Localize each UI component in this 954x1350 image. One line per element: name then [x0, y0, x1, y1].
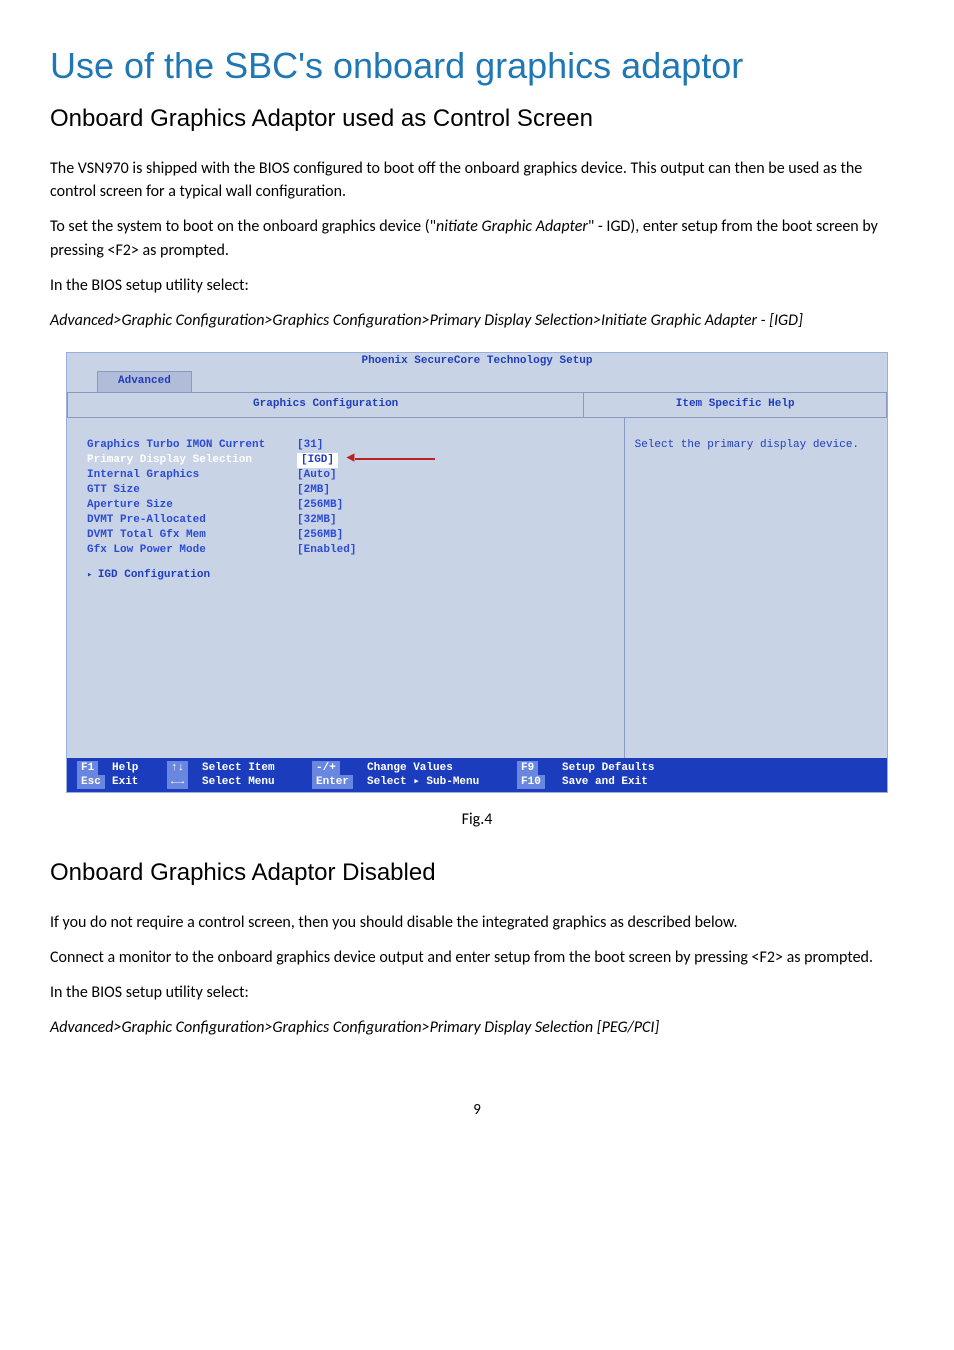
bios-help-text: Select the primary display device. [625, 418, 887, 758]
bios-option-value: [Enabled] [297, 543, 356, 558]
section-heading: Onboard Graphics Adaptor used as Control… [50, 102, 904, 137]
bios-key-action: Help [112, 761, 167, 775]
bios-option-row: Internal Graphics[Auto] [87, 468, 604, 483]
bios-key-action: Change Values [367, 761, 517, 775]
body-text: Connect a monitor to the onboard graphic… [50, 946, 904, 969]
bios-key: -/+ [312, 761, 340, 775]
bios-option-label: Primary Display Selection [87, 453, 297, 468]
bios-key-action: Select ▸ Sub-Menu [367, 775, 517, 789]
bios-option-value: [2MB] [297, 483, 330, 498]
bios-option-label: Internal Graphics [87, 468, 297, 483]
bios-option-row: Gfx Low Power Mode[Enabled] [87, 543, 604, 558]
bios-key-action: Select Item [202, 761, 312, 775]
bios-option-value: [256MB] [297, 528, 343, 543]
body-text-italic: Advanced>Graphic Configuration>Graphics … [50, 1016, 904, 1039]
bios-options-list: Graphics Turbo IMON Current[31]Primary D… [67, 418, 625, 758]
page-title: Use of the SBC's onboard graphics adapto… [50, 40, 904, 92]
bios-option-label: Gfx Low Power Mode [87, 543, 297, 558]
bios-panel-header: Graphics Configuration Item Specific Hel… [67, 392, 887, 418]
bios-key: ↑↓ [167, 761, 188, 775]
bios-help-title: Item Specific Help [584, 393, 886, 417]
bios-key: F10 [517, 775, 545, 789]
bios-body: Graphics Turbo IMON Current[31]Primary D… [67, 418, 887, 758]
bios-option-value: [31] [297, 438, 323, 453]
bios-panel-title: Graphics Configuration [68, 393, 584, 417]
bios-option-row: DVMT Pre-Allocated[32MB] [87, 513, 604, 528]
body-text: In the BIOS setup utility select: [50, 274, 904, 297]
bios-key: Enter [312, 775, 353, 789]
text-fragment-italic: nitiate Graphic Adapter [436, 217, 588, 236]
bios-option-value: [Auto] [297, 468, 337, 483]
bios-key: ←→ [167, 775, 188, 789]
bios-submenu-link: IGD Configuration [87, 568, 604, 584]
bios-option-value: [32MB] [297, 513, 337, 528]
bios-key: F1 [77, 761, 98, 775]
body-text: In the BIOS setup utility select: [50, 981, 904, 1004]
body-text: If you do not require a control screen, … [50, 911, 904, 934]
bios-footer: F1 Help ↑↓ Select Item -/+ Change Values… [67, 758, 887, 792]
bios-option-row: Primary Display Selection[IGD] ◄ [87, 453, 604, 468]
bios-key-action: Select Menu [202, 775, 312, 789]
bios-title: Phoenix SecureCore Technology Setup [67, 353, 887, 371]
body-text: The VSN970 is shipped with the BIOS conf… [50, 157, 904, 203]
bios-key-action: Save and Exit [562, 775, 877, 789]
bios-screenshot: Phoenix SecureCore Technology Setup Adva… [66, 352, 888, 793]
bios-key-action: Setup Defaults [562, 761, 877, 775]
bios-option-label: GTT Size [87, 483, 297, 498]
bios-option-label: DVMT Pre-Allocated [87, 513, 297, 528]
bios-active-tab: Advanced [97, 371, 192, 392]
bios-option-label: DVMT Total Gfx Mem [87, 528, 297, 543]
bios-option-label: Aperture Size [87, 498, 297, 513]
body-text: To set the system to boot on the onboard… [50, 215, 904, 261]
bios-option-value: [256MB] [297, 498, 343, 513]
bios-option-value: [IGD] ◄ [297, 453, 435, 468]
bios-key: F9 [517, 761, 538, 775]
pointer-line [355, 458, 435, 460]
bios-option-row: Aperture Size[256MB] [87, 498, 604, 513]
pointer-arrow-icon: ◄ [338, 451, 355, 467]
text-fragment: To set the system to boot on the onboard… [50, 217, 436, 236]
body-text-italic: Advanced>Graphic Configuration>Graphics … [50, 309, 904, 332]
bios-option-label: Graphics Turbo IMON Current [87, 438, 297, 453]
bios-tabs: Advanced [67, 371, 887, 392]
figure-caption: Fig.4 [50, 808, 904, 831]
bios-option-row: GTT Size[2MB] [87, 483, 604, 498]
bios-option-row: DVMT Total Gfx Mem[256MB] [87, 528, 604, 543]
bios-key-action: Exit [112, 775, 167, 789]
section-heading: Onboard Graphics Adaptor Disabled [50, 856, 904, 891]
page-number: 9 [50, 1100, 904, 1122]
bios-key: Esc [77, 775, 105, 789]
